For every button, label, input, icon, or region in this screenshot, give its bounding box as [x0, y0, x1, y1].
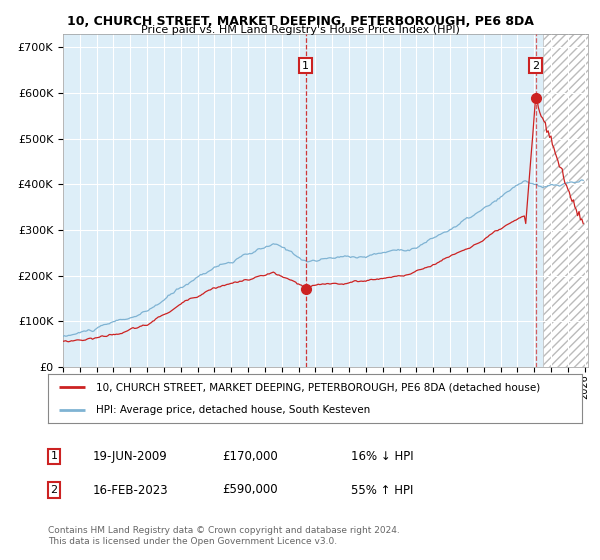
Text: 1: 1	[50, 451, 58, 461]
Text: 16% ↓ HPI: 16% ↓ HPI	[351, 450, 413, 463]
Text: 2: 2	[50, 485, 58, 495]
Text: 19-JUN-2009: 19-JUN-2009	[93, 450, 168, 463]
Text: HPI: Average price, detached house, South Kesteven: HPI: Average price, detached house, Sout…	[96, 405, 370, 416]
Text: 16-FEB-2023: 16-FEB-2023	[93, 483, 169, 497]
Text: 10, CHURCH STREET, MARKET DEEPING, PETERBOROUGH, PE6 8DA: 10, CHURCH STREET, MARKET DEEPING, PETER…	[67, 15, 533, 27]
Text: £170,000: £170,000	[222, 450, 278, 463]
Text: £590,000: £590,000	[222, 483, 278, 497]
Text: 55% ↑ HPI: 55% ↑ HPI	[351, 483, 413, 497]
Text: 10, CHURCH STREET, MARKET DEEPING, PETERBOROUGH, PE6 8DA (detached house): 10, CHURCH STREET, MARKET DEEPING, PETER…	[96, 382, 541, 393]
Text: 1: 1	[302, 60, 309, 71]
Text: This data is licensed under the Open Government Licence v3.0.: This data is licensed under the Open Gov…	[48, 537, 337, 546]
Text: Price paid vs. HM Land Registry's House Price Index (HPI): Price paid vs. HM Land Registry's House …	[140, 25, 460, 35]
Text: 2: 2	[532, 60, 539, 71]
Text: Contains HM Land Registry data © Crown copyright and database right 2024.: Contains HM Land Registry data © Crown c…	[48, 526, 400, 535]
